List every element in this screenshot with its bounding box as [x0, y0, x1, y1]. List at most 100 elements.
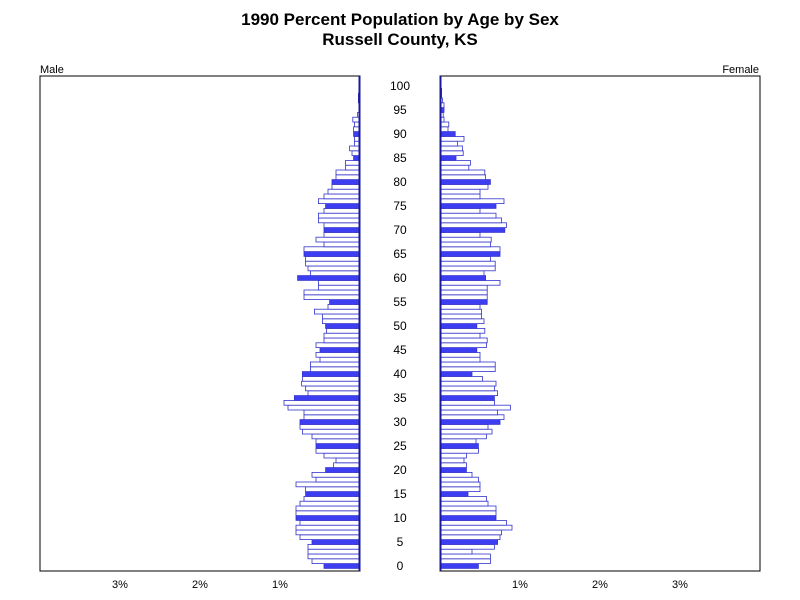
male-bar-age-26 — [315, 438, 361, 444]
female-bar-age-44 — [439, 351, 481, 358]
age-label-100: 100 — [390, 79, 410, 93]
female-bar-age-88 — [439, 140, 459, 147]
female-x-tick-2: 2% — [592, 579, 608, 591]
male-bar-age-25 — [315, 443, 361, 449]
male-bar-age-14 — [303, 495, 361, 502]
female-x-tick-3: 3% — [672, 579, 688, 591]
male-bar-age-31 — [303, 414, 361, 420]
male-bar-age-48 — [323, 332, 361, 339]
male-bar-age-4 — [307, 544, 361, 550]
female-bar-age-86 — [439, 150, 464, 157]
male-bar-age-67 — [323, 241, 361, 248]
female-bar-age-8 — [439, 524, 513, 531]
male-bar-age-71 — [323, 222, 361, 229]
male-bar-age-49 — [325, 327, 361, 334]
age-label-60: 60 — [393, 271, 407, 285]
female-bar-age-28 — [439, 428, 493, 435]
female-bar-age-2 — [439, 553, 491, 560]
female-bar-age-71 — [439, 222, 507, 229]
female-bar-age-18 — [439, 476, 479, 483]
female-bar-age-52 — [439, 313, 482, 320]
age-label-80: 80 — [393, 175, 407, 189]
female-bar-age-42 — [439, 361, 496, 368]
female-bar-age-49 — [439, 327, 486, 334]
age-label-65: 65 — [393, 247, 407, 261]
female-bar-age-33 — [439, 404, 511, 411]
female-bar-age-37 — [439, 385, 495, 392]
female-bar-age-48 — [439, 332, 481, 339]
male-bar-age-28 — [301, 428, 361, 435]
male-bar-age-29 — [299, 423, 361, 430]
female-bar-age-83 — [439, 164, 470, 171]
age-label-55: 55 — [393, 295, 407, 309]
female-bar-age-63 — [439, 260, 496, 267]
female-bar-age-81 — [439, 174, 486, 181]
male-bar-age-65 — [303, 251, 361, 257]
male-x-tick-3: 3% — [112, 579, 128, 591]
male-panel-label: Male — [40, 64, 64, 76]
male-bar-age-59 — [317, 279, 361, 286]
female-panel-label: Female — [722, 64, 759, 76]
female-bar-age-10 — [439, 515, 497, 521]
female-bar-age-62 — [439, 265, 496, 272]
chart-title: 1990 Percent Population by Age by Sex — [241, 10, 559, 29]
female-x-ticks: 3% 2% 1% — [512, 579, 688, 591]
male-bar-age-50 — [325, 323, 361, 329]
female-bar-age-58 — [439, 284, 488, 291]
male-bar-age-55 — [329, 299, 361, 305]
male-bar-age-66 — [303, 246, 361, 253]
male-bar-age-13 — [299, 500, 361, 507]
female-bar-age-15 — [439, 491, 469, 497]
female-bar-age-51 — [439, 318, 485, 324]
female-bar-age-89 — [439, 135, 465, 142]
male-bar-age-53 — [313, 308, 361, 315]
female-bar-age-16 — [439, 486, 481, 492]
male-bar-age-68 — [315, 236, 361, 243]
male-bar-age-79 — [331, 183, 361, 190]
chart-subtitle: Russell County, KS — [322, 30, 478, 49]
male-bar-age-62 — [307, 265, 361, 272]
female-bar-age-75 — [439, 203, 497, 209]
male-bar-age-37 — [305, 385, 361, 392]
male-bar-age-16 — [305, 486, 361, 492]
female-bar-age-20 — [439, 467, 467, 473]
male-bar-age-81 — [335, 174, 361, 181]
male-bar-age-7 — [295, 529, 361, 536]
male-bar-age-17 — [295, 481, 361, 488]
male-bar-age-32 — [303, 409, 361, 416]
age-label-70: 70 — [393, 223, 407, 237]
female-bar-age-36 — [439, 390, 498, 396]
male-bar-age-9 — [299, 520, 361, 526]
male-bar-age-11 — [295, 510, 361, 516]
age-label-35: 35 — [393, 391, 407, 405]
male-bar-age-87 — [349, 145, 361, 152]
female-bar-age-79 — [439, 183, 489, 190]
age-label-5: 5 — [397, 535, 404, 549]
female-bar-age-30 — [439, 419, 501, 425]
male-bar-age-56 — [303, 294, 361, 300]
female-bar-age-54 — [439, 303, 481, 310]
age-label-90: 90 — [393, 127, 407, 141]
female-bar-age-3 — [439, 548, 473, 555]
female-bar-age-39 — [439, 375, 483, 382]
male-bar-age-70 — [323, 227, 361, 233]
male-bar-age-30 — [299, 419, 361, 425]
male-bar-age-33 — [287, 404, 361, 411]
male-bar-age-39 — [301, 375, 361, 382]
male-x-tick-2: 2% — [192, 579, 208, 591]
male-bar-age-8 — [295, 524, 361, 531]
male-bar-age-21 — [333, 462, 361, 468]
female-bar-age-21 — [439, 462, 467, 468]
age-label-20: 20 — [393, 463, 407, 477]
female-bar-age-35 — [439, 395, 495, 401]
female-bar-age-84 — [439, 159, 471, 166]
age-label-75: 75 — [393, 199, 407, 213]
female-bar-age-53 — [439, 308, 482, 315]
male-x-ticks: 3% 2% 1% — [112, 579, 288, 591]
female-bar-age-57 — [439, 289, 488, 296]
male-bar-age-80 — [331, 179, 361, 185]
female-bar-age-22 — [439, 457, 465, 464]
male-bar-age-12 — [295, 505, 361, 512]
female-bar-age-60 — [439, 275, 486, 281]
age-label-15: 15 — [393, 487, 407, 501]
